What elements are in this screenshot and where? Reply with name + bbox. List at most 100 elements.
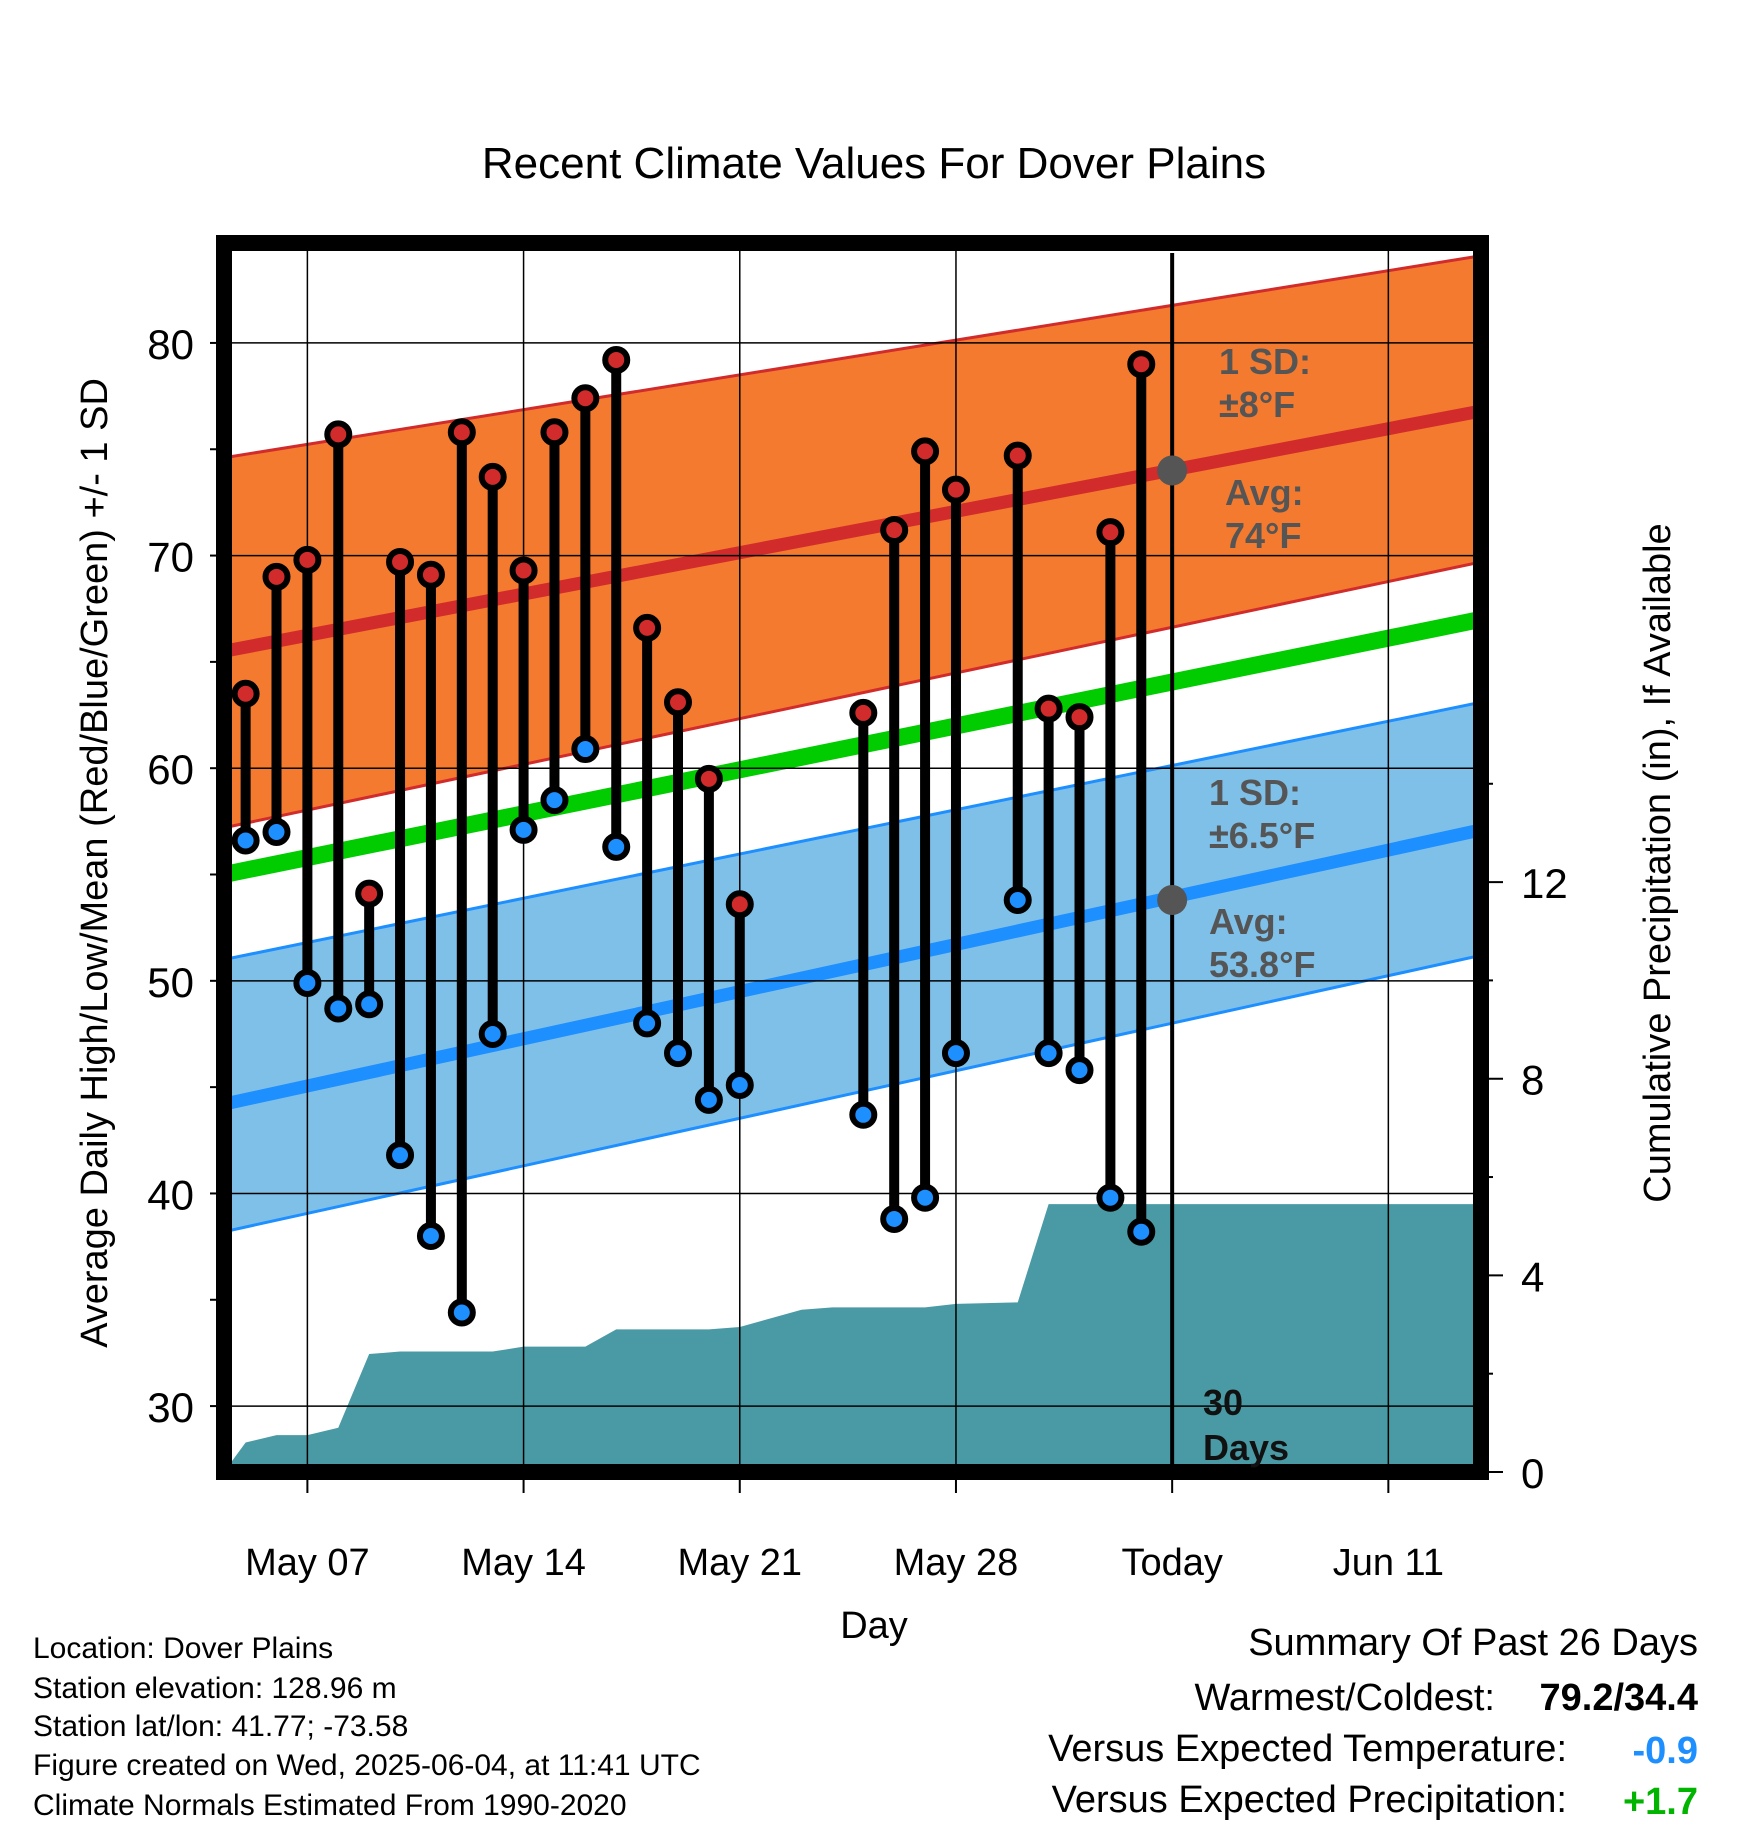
info-normals: Climate Normals Estimated From 1990-2020	[33, 1789, 627, 1822]
daily-high-point	[571, 384, 600, 413]
daily-low-point	[1096, 1183, 1125, 1212]
days-annotation: 30 Days	[1203, 1382, 1289, 1468]
high-avg-value: 74°F	[1225, 515, 1301, 556]
daily-high-point	[1034, 694, 1063, 723]
high-band-upper-edge	[224, 254, 1481, 460]
daily-high-point	[911, 437, 940, 466]
daily-high-point	[478, 462, 507, 491]
plot-frame	[216, 235, 1489, 1480]
summary-temp-value: -0.9	[1633, 1730, 1698, 1772]
daily-high-point	[540, 418, 569, 447]
summary-temp-label: Versus Expected Temperature:	[1048, 1728, 1567, 1770]
high-sd-label: 1 SD:	[1219, 341, 1311, 382]
daily-high-point	[849, 698, 878, 727]
summary-title: Summary Of Past 26 Days	[1248, 1622, 1698, 1664]
y-right-tick-label: 4	[1521, 1253, 1544, 1300]
precipitation-area	[224, 1204, 1481, 1472]
x-tick-label: Today	[1121, 1542, 1222, 1584]
low-sd-value: ±6.5°F	[1209, 815, 1315, 856]
daily-low-point	[664, 1039, 693, 1068]
daily-high-point	[262, 562, 291, 591]
daily-low-point	[1127, 1217, 1156, 1246]
daily-high-point	[664, 688, 693, 717]
low-annotation: 1 SD: ±6.5°F Avg: 53.8°F	[1209, 772, 1315, 985]
daily-low-point	[355, 990, 384, 1019]
daily-low-point	[1034, 1039, 1063, 1068]
y-right-tick-label: 0	[1521, 1450, 1544, 1497]
high-sd-value: ±8°F	[1219, 384, 1295, 425]
daily-low-point	[262, 817, 291, 846]
daily-low-point	[725, 1071, 754, 1100]
summary-precip-label: Versus Expected Precipitation:	[1052, 1779, 1567, 1821]
days-value: 30	[1203, 1382, 1243, 1423]
daily-high-point	[602, 345, 631, 374]
info-location: Location: Dover Plains	[33, 1632, 333, 1665]
daily-high-point	[941, 475, 970, 504]
daily-low-point	[849, 1100, 878, 1129]
low-avg-label: Avg:	[1209, 901, 1288, 942]
daily-high-point	[324, 420, 353, 449]
axes: 30 40 50 60 70 80 0 4 8 12 May 07 May 14 May 21 May 2…	[147, 321, 1567, 1584]
x-tick-label: May 07	[245, 1542, 370, 1584]
daily-high-point	[416, 560, 445, 589]
x-tick-label: May 28	[894, 1542, 1019, 1584]
info-latlon: Station lat/lon: 41.77; -73.58	[33, 1710, 408, 1743]
observation-series	[231, 345, 1156, 1327]
high-annotation: 1 SD: ±8°F Avg: 74°F	[1219, 341, 1311, 556]
daily-high-point	[231, 679, 260, 708]
daily-low-point	[880, 1204, 909, 1233]
daily-low-point	[1065, 1056, 1094, 1085]
daily-high-point	[633, 613, 662, 642]
daily-low-point	[633, 1009, 662, 1038]
daily-low-point	[478, 1019, 507, 1048]
y-axis-right-label: Cumulative Precipitation (in), If Availa…	[1637, 523, 1679, 1202]
daily-high-point	[386, 547, 415, 576]
summary-warmest-value: 79.2/34.4	[1540, 1677, 1698, 1719]
today-high-avg-marker	[1157, 455, 1188, 486]
daily-low-point	[540, 786, 569, 815]
y-left-tick-label: 50	[147, 959, 194, 1006]
y-right-tick-label: 12	[1521, 860, 1568, 907]
x-tick-label: May 14	[461, 1542, 586, 1584]
plot-area	[224, 254, 1481, 1472]
daily-low-point	[416, 1221, 445, 1250]
info-created: Figure created on Wed, 2025-06-04, at 11…	[33, 1749, 701, 1782]
x-axis-label: Day	[840, 1605, 908, 1647]
daily-low-point	[509, 815, 538, 844]
daily-high-point	[1096, 518, 1125, 547]
plot-border	[216, 235, 1489, 1480]
daily-high-point	[1065, 703, 1094, 732]
today-low-avg-marker	[1157, 885, 1188, 916]
daily-high-point	[293, 545, 322, 574]
summary-precip-value: +1.7	[1623, 1781, 1698, 1823]
daily-low-point	[1003, 886, 1032, 915]
daily-high-point	[509, 556, 538, 585]
summary-panel: Summary Of Past 26 Days Warmest/Coldest:…	[1048, 1622, 1698, 1823]
daily-high-point	[447, 418, 476, 447]
daily-low-point	[324, 994, 353, 1023]
daily-low-point	[941, 1039, 970, 1068]
y-axis-left-label: Average Daily High/Low/Mean (Red/Blue/Gr…	[74, 378, 116, 1348]
daily-high-point	[355, 879, 384, 908]
high-sd-band	[224, 255, 1481, 828]
daily-high-point	[1003, 441, 1032, 470]
x-tick-label: May 21	[677, 1542, 802, 1584]
daily-low-point	[602, 832, 631, 861]
high-avg-label: Avg:	[1225, 472, 1304, 513]
y-right-tick-label: 8	[1521, 1057, 1544, 1104]
y-left-tick-label: 30	[147, 1384, 194, 1431]
daily-low-point	[447, 1298, 476, 1327]
y-left-tick-label: 80	[147, 321, 194, 368]
daily-low-point	[694, 1085, 723, 1114]
daily-low-point	[231, 826, 260, 855]
daily-high-point	[1127, 350, 1156, 379]
plot-content	[224, 254, 1481, 1472]
days-unit: Days	[1203, 1427, 1289, 1468]
summary-warmest-label: Warmest/Coldest:	[1194, 1677, 1495, 1719]
chart-title: Recent Climate Values For Dover Plains	[482, 139, 1266, 188]
y-left-tick-label: 60	[147, 746, 194, 793]
daily-low-point	[911, 1183, 940, 1212]
daily-low-point	[293, 968, 322, 997]
info-elevation: Station elevation: 128.96 m	[33, 1672, 397, 1705]
